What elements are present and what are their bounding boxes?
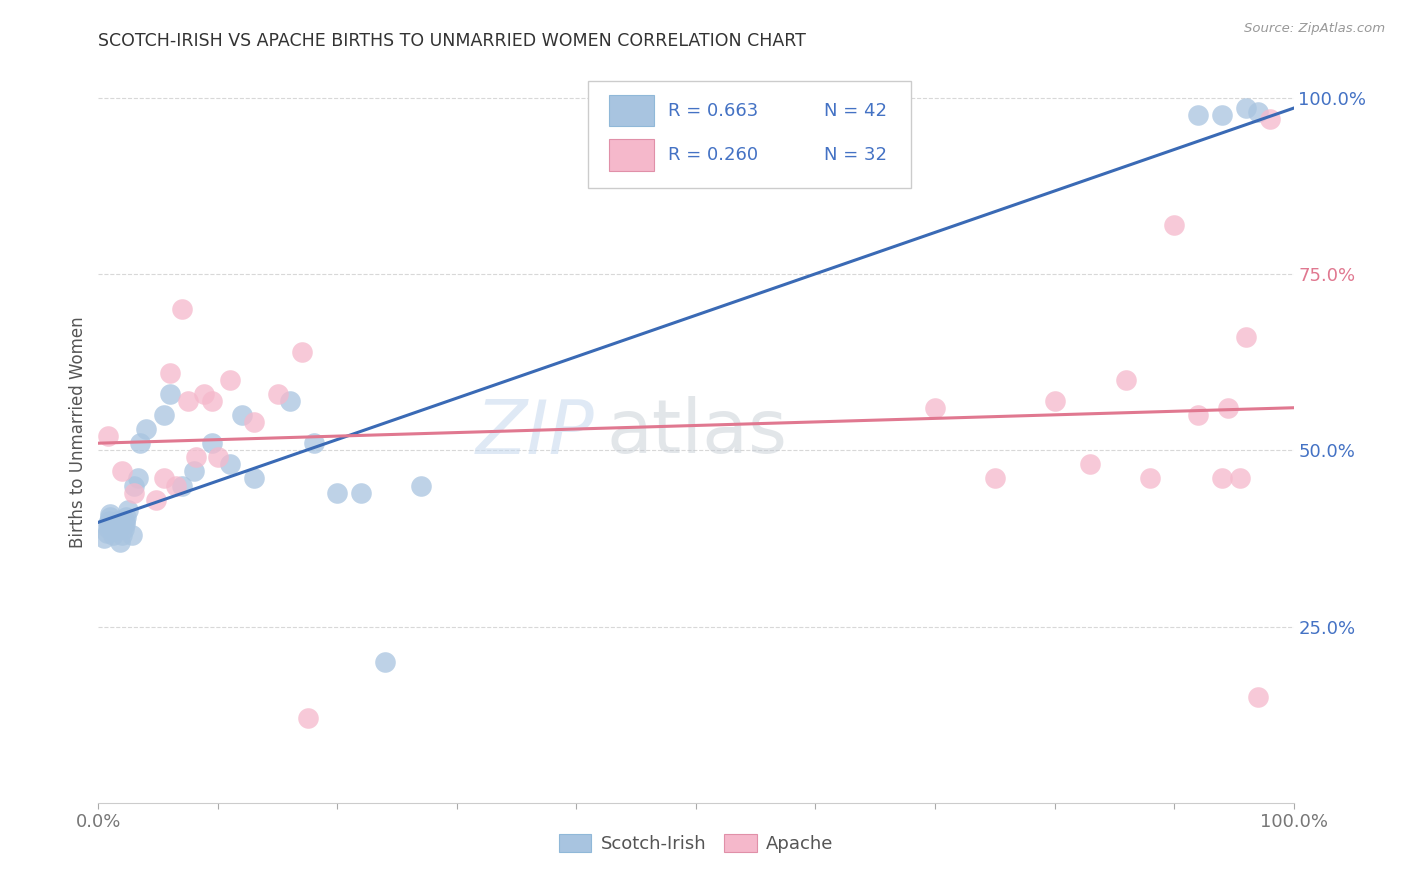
Point (129, 436, 152, 450)
Text: R = 0.663: R = 0.663 (668, 102, 759, 120)
Point (165, 478, 187, 492)
Point (153, 408, 176, 422)
Point (153, 471, 176, 485)
Text: Source: ZipAtlas.com: Source: ZipAtlas.com (1244, 22, 1385, 36)
Point (97, 429, 120, 443)
Point (1139, 471, 1161, 485)
Point (1187, 408, 1209, 422)
Point (98, 507, 122, 521)
Point (1216, 401, 1239, 415)
Point (1234, 101, 1257, 115)
Point (172, 302, 194, 317)
Point (97, 521, 120, 535)
Point (231, 408, 253, 422)
Point (111, 464, 134, 478)
Text: atlas: atlas (606, 396, 787, 469)
Point (1080, 458, 1102, 472)
Point (267, 387, 290, 401)
Point (201, 436, 224, 450)
Text: SCOTCH-IRISH VS APACHE BIRTHS TO UNMARRIED WOMEN CORRELATION CHART: SCOTCH-IRISH VS APACHE BIRTHS TO UNMARRI… (98, 32, 806, 50)
Point (103, 524, 125, 539)
Legend: Scotch-Irish, Apache: Scotch-Irish, Apache (551, 827, 841, 861)
Point (98, 514, 121, 528)
Point (1187, 108, 1209, 122)
Point (984, 471, 1007, 485)
Text: R = 0.260: R = 0.260 (668, 146, 759, 164)
FancyBboxPatch shape (589, 81, 911, 188)
Point (97, 517, 120, 532)
Point (350, 485, 373, 500)
Point (302, 436, 325, 450)
Point (101, 528, 124, 542)
Point (183, 464, 205, 478)
Point (219, 373, 242, 387)
Point (159, 387, 181, 401)
Point (124, 485, 146, 500)
FancyBboxPatch shape (609, 95, 654, 126)
Point (177, 393, 200, 408)
FancyBboxPatch shape (609, 139, 654, 170)
Point (93, 532, 115, 546)
Point (1234, 330, 1257, 344)
Point (207, 450, 229, 465)
Point (145, 492, 167, 507)
Y-axis label: Births to Unmarried Women: Births to Unmarried Women (69, 317, 87, 549)
Point (159, 366, 181, 380)
Point (193, 387, 215, 401)
Point (117, 503, 139, 517)
Point (219, 458, 242, 472)
Point (374, 655, 396, 669)
Point (1115, 373, 1137, 387)
Point (114, 517, 136, 532)
Point (1247, 690, 1270, 704)
Point (127, 471, 149, 485)
Point (135, 422, 157, 436)
Point (278, 393, 301, 408)
Point (243, 415, 266, 429)
Point (114, 514, 136, 528)
Point (121, 528, 143, 542)
Point (1043, 393, 1066, 408)
Point (98, 510, 122, 524)
Point (111, 528, 134, 542)
Point (411, 478, 433, 492)
Point (115, 510, 138, 524)
Point (1229, 471, 1251, 485)
Point (297, 711, 319, 725)
Point (172, 478, 194, 492)
Point (201, 393, 224, 408)
Point (112, 522, 135, 536)
Point (104, 521, 127, 535)
Text: N = 42: N = 42 (824, 102, 887, 120)
Point (243, 471, 266, 485)
Text: N = 32: N = 32 (824, 146, 887, 164)
Point (1211, 108, 1233, 122)
Point (1211, 471, 1233, 485)
Point (108, 535, 131, 549)
Point (105, 517, 128, 532)
Point (924, 401, 946, 415)
Point (124, 478, 146, 492)
Point (326, 485, 349, 500)
Point (107, 514, 129, 528)
Point (96, 526, 118, 541)
Text: ZIP: ZIP (475, 397, 595, 468)
Point (291, 344, 314, 359)
Point (1163, 218, 1185, 232)
Point (186, 450, 208, 465)
Point (1247, 104, 1270, 119)
Point (1258, 112, 1281, 126)
